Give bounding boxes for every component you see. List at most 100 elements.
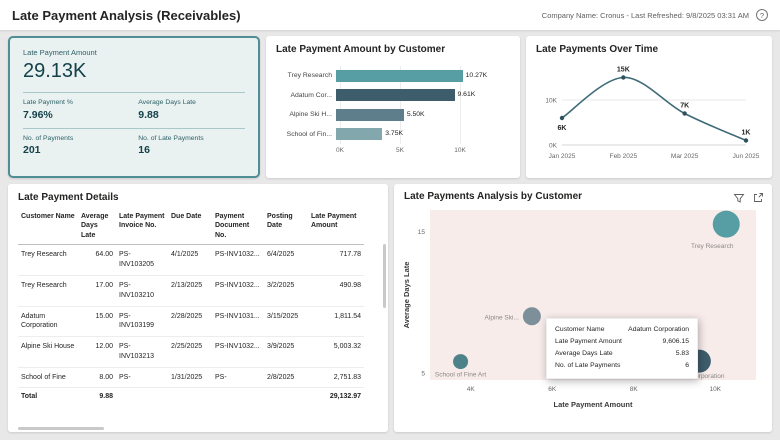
table-card: Late Payment Details Customer Name Averag… <box>8 184 388 432</box>
tooltip-value: Adatum Corporation <box>628 326 689 333</box>
svg-text:School of Fine Art: School of Fine Art <box>435 372 486 379</box>
data-point[interactable] <box>559 115 565 121</box>
gridline <box>460 66 461 144</box>
table-row[interactable]: Trey Research 17.00 PS-INV103210 2/13/2025 P… <box>18 275 364 307</box>
top-bar: Late Payment Analysis (Receivables) Comp… <box>0 0 780 30</box>
column-header[interactable]: Due Date <box>168 209 212 246</box>
focus-mode-icon[interactable] <box>752 192 764 204</box>
bar[interactable] <box>336 108 404 121</box>
column-header[interactable]: Posting Date <box>264 209 308 246</box>
bar[interactable] <box>336 89 455 102</box>
bar-chart: Trey Research 10.27K Adatum Cor... 9.61K Alp… <box>276 66 510 159</box>
svg-text:0K: 0K <box>549 143 558 150</box>
svg-text:Trey Research: Trey Research <box>691 243 734 250</box>
bar-row: School of Fin... 3.75K <box>276 125 510 145</box>
table-header-row: Customer Name Average Days Late Late Payme… <box>18 209 364 246</box>
bar-value-label: 10.27K <box>465 71 488 79</box>
category-label: Adatum Cor... <box>290 91 332 99</box>
data-point[interactable] <box>682 111 687 116</box>
kpi-metric-label: No. of Late Payments <box>138 134 204 142</box>
bar-value-label: 5.50K <box>406 110 425 118</box>
gridline <box>340 66 341 144</box>
bar-track: 5.50K <box>336 108 484 121</box>
bar-gridlines <box>340 66 484 144</box>
column-header[interactable]: Average Days Late <box>78 209 116 246</box>
table-title: Late Payment Details <box>18 192 119 203</box>
table-cell: 490.98 <box>308 275 364 307</box>
table-row[interactable]: Alpine Ski House 12.00 PS-INV103213 2/25/20… <box>18 336 364 368</box>
bar[interactable] <box>336 128 383 141</box>
table-cell: 3/15/2025 <box>264 306 308 338</box>
kpi-metric-label: No. of Payments <box>23 134 74 142</box>
table-cell: 12.00 <box>78 336 116 368</box>
table-cell: Trey Research <box>18 244 78 276</box>
table-cell: PS-INV103205 <box>116 244 168 276</box>
svg-text:Alpine Ski...: Alpine Ski... <box>485 314 520 321</box>
table-cell: PS-INV1032... <box>212 275 264 307</box>
bar[interactable] <box>336 69 463 82</box>
table-row[interactable]: School of Fine 8.00 PS- 1/31/2025 PS- 2/8/202… <box>18 367 364 389</box>
svg-text:10K: 10K <box>545 98 557 105</box>
column-header[interactable]: Customer Name <box>18 209 78 246</box>
total-cell: Total <box>18 387 78 407</box>
table-cell: 8.00 <box>78 367 116 389</box>
refresh-info: Company Name: Cronus - Last Refreshed: 9… <box>541 10 749 20</box>
horizontal-scrollbar[interactable] <box>18 427 104 430</box>
table-cell: 17.00 <box>78 275 116 307</box>
gridline <box>400 66 401 144</box>
vertical-scrollbar[interactable] <box>383 244 386 308</box>
svg-text:Average Days Late: Average Days Late <box>402 262 411 329</box>
total-cell <box>116 387 168 407</box>
svg-text:7K: 7K <box>680 103 689 110</box>
svg-text:6K: 6K <box>558 125 567 132</box>
kpi-metric-value: 9.88 <box>138 108 159 121</box>
visual-action-icons <box>733 191 764 204</box>
column-header[interactable]: Late Payment Invoice No. <box>116 209 168 246</box>
table-cell: Alpine Ski House <box>18 336 78 368</box>
table-cell: 717.78 <box>308 244 364 276</box>
svg-text:Late Payment Amount: Late Payment Amount <box>554 400 633 409</box>
bar-chart-title: Late Payment Amount by Customer <box>276 44 446 55</box>
kpi-metric: Average Days Late 9.88 <box>138 93 245 129</box>
table-cell: PS- <box>116 367 168 389</box>
column-header[interactable]: Payment Document No. <box>212 209 264 246</box>
bar-chart-rows: Trey Research 10.27K Adatum Cor... 9.61K Alp… <box>276 66 510 144</box>
kpi-metric: No. of Late Payments 16 <box>138 129 245 164</box>
bar-row: Adatum Cor... 9.61K <box>276 86 510 106</box>
svg-text:6K: 6K <box>548 386 557 393</box>
table-cell: 3/2/2025 <box>264 275 308 307</box>
table-row[interactable]: Adatum Corporation 15.00 PS-INV103199 2/28/… <box>18 306 364 338</box>
filter-icon[interactable] <box>733 192 745 204</box>
data-point[interactable] <box>743 138 749 143</box>
column-header[interactable]: Late Payment Amount <box>308 209 364 246</box>
table-cell: Adatum Corporation <box>18 306 78 338</box>
bar-track: 9.61K <box>336 89 484 102</box>
scatter-tooltip: Customer Name Adatum Corporation Late Paym… <box>546 318 698 379</box>
tooltip-row: Customer Name Adatum Corporation <box>555 324 689 336</box>
table-cell: 1/31/2025 <box>168 367 212 389</box>
scatter-point[interactable] <box>712 210 740 238</box>
tooltip-value: 5.83 <box>675 349 689 357</box>
tooltip-label: Customer Name <box>555 326 605 333</box>
table-cell: 15.00 <box>78 306 116 338</box>
axis-tick-label: 0K <box>336 147 344 154</box>
kpi-card[interactable]: Late Payment Amount 29.13K Late Payment … <box>8 36 260 178</box>
table-cell: 2/25/2025 <box>168 336 212 368</box>
kpi-metric-label: Average Days Late <box>138 99 196 106</box>
scatter-point[interactable] <box>522 307 541 326</box>
data-point[interactable] <box>621 75 626 80</box>
table-cell: PS-INV1031... <box>212 306 264 338</box>
tooltip-value: 6 <box>685 361 689 369</box>
scatter-point[interactable] <box>453 354 469 370</box>
tooltip-label: Late Payment Amount <box>555 337 622 345</box>
bar-x-axis: 0K 5K 10K <box>336 147 484 159</box>
tooltip-row: Average Days Late 5.83 <box>555 348 689 360</box>
help-icon[interactable]: ? <box>756 9 768 21</box>
scatter-svg: 4K 6K 8K 10K 15 5 Trey Research Alpine Ski... Sc… <box>402 210 756 409</box>
kpi-metric-grid: Late Payment % 7.96% Average Days Late 9.88… <box>23 92 245 163</box>
table-row[interactable]: Trey Research 64.00 PS-INV103205 4/1/2025 PS… <box>18 244 364 276</box>
table-cell: School of Fine <box>18 367 78 389</box>
svg-text:8K: 8K <box>630 386 639 393</box>
bar-value-label: 9.61K <box>457 91 476 99</box>
table-cell: PS-INV103199 <box>116 306 168 338</box>
